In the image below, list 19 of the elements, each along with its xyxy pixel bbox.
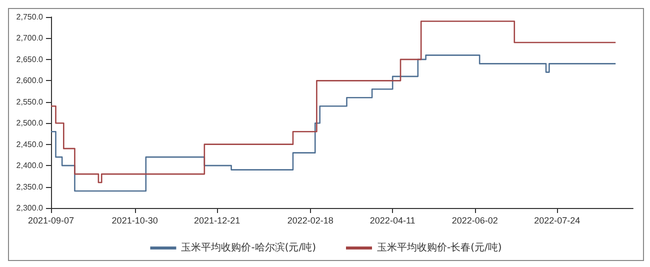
x-tick-label: 2022-04-11 [370, 216, 416, 226]
y-tick-label: 2,600.0 [16, 76, 44, 86]
x-tick-label: 2022-07-24 [534, 216, 580, 226]
y-tick-label: 2,400.0 [16, 161, 44, 170]
y-tick-label: 2,550.0 [16, 97, 44, 106]
y-tick-label: 2,300.0 [16, 204, 44, 212]
y-tick-label: 2,350.0 [16, 182, 44, 192]
legend-label: 玉米平均收购价-长春(元/吨) [377, 242, 502, 254]
legend-label: 玉米平均收购价-哈尔滨(元/吨) [181, 242, 316, 254]
x-tick-label: 2021-09-07 [28, 216, 74, 226]
x-tick-label: 2021-12-21 [194, 216, 240, 226]
y-tick-label: 2,750.0 [16, 12, 44, 22]
y-tick-label: 2,700.0 [16, 34, 44, 43]
y-tick-label: 2,450.0 [16, 140, 44, 149]
y-tick-label: 2,500.0 [16, 118, 44, 128]
x-tick-label: 2022-02-18 [287, 216, 334, 226]
x-tick-label: 2022-06-02 [452, 216, 498, 226]
y-tick-label: 2,650.0 [16, 54, 44, 64]
x-tick-label: 2021-10-30 [112, 216, 158, 226]
